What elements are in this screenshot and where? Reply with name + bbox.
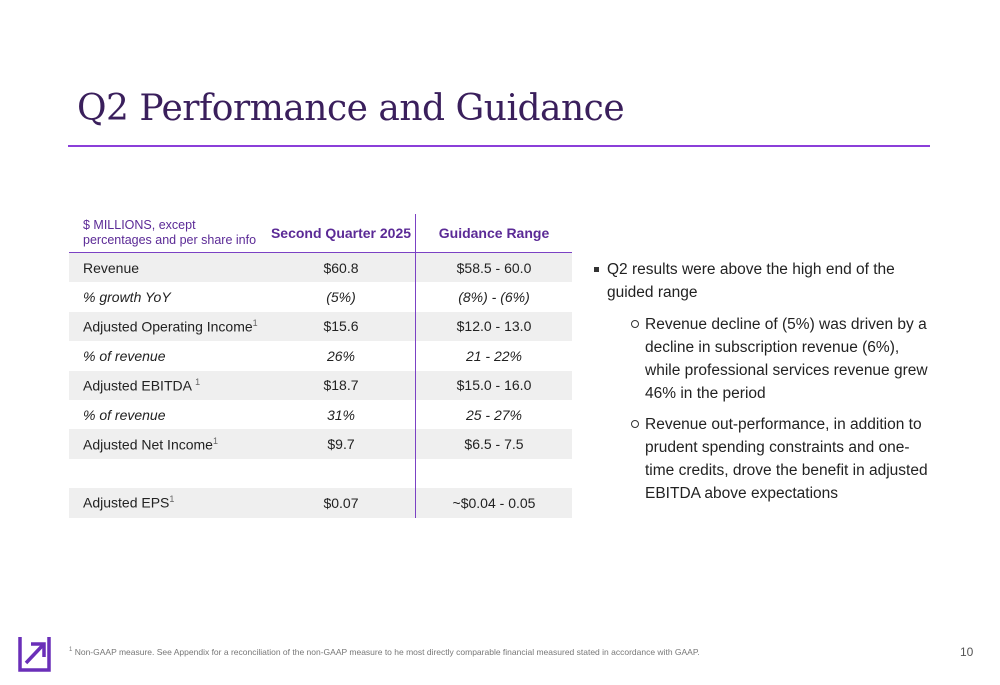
row-q2-value: $0.07 bbox=[267, 488, 416, 518]
arrow-up-right-logo-icon bbox=[18, 632, 52, 677]
row-label: Adjusted Net Income1 bbox=[69, 429, 267, 459]
row-label: % growth YoY bbox=[83, 289, 171, 306]
row-q2-value: $18.7 bbox=[267, 370, 416, 400]
table-row-ebitda-margin: % of revenue 31% 25 - 27% bbox=[69, 399, 572, 430]
table-row-growth: % growth YoY (5%) (8%) - (6%) bbox=[69, 282, 572, 312]
row-label: Adjusted Operating Income1 bbox=[69, 311, 267, 342]
row-guidance-value: ~$0.04 - 0.05 bbox=[415, 488, 572, 518]
footnote-marker: 1 bbox=[252, 318, 258, 329]
commentary-bullets: Q2 results were above the high end of th… bbox=[594, 258, 934, 513]
footnote: 1 Non-GAAP measure. See Appendix for a r… bbox=[69, 647, 700, 657]
table-row-adj-ebitda: Adjusted EBITDA 1 $18.7 $15.0 - 16.0 bbox=[69, 370, 572, 400]
circle-bullet-icon bbox=[631, 320, 639, 328]
table-row-adj-net-income: Adjusted Net Income1 $9.7 $6.5 - 7.5 bbox=[69, 429, 572, 459]
header-units-label: $ MILLIONS, except percentages and per s… bbox=[69, 214, 267, 253]
row-q2-value bbox=[267, 459, 416, 488]
performance-table: $ MILLIONS, except percentages and per s… bbox=[69, 214, 572, 518]
footnote-marker: 1 bbox=[212, 435, 218, 446]
row-q2-value: $60.8 bbox=[267, 252, 416, 283]
row-label: Adjusted EBITDA 1 bbox=[69, 370, 267, 400]
footnote-marker: 1 bbox=[169, 494, 175, 505]
title-divider bbox=[68, 145, 930, 147]
table-row-adj-eps: Adjusted EPS1 $0.07 ~$0.04 - 0.05 bbox=[69, 488, 572, 518]
row-label: % of revenue bbox=[83, 347, 166, 364]
slide-title: Q2 Performance and Guidance bbox=[77, 88, 625, 129]
row-q2-value: $15.6 bbox=[267, 311, 416, 342]
row-q2-value: (5%) bbox=[326, 289, 356, 306]
table-header-row: $ MILLIONS, except percentages and per s… bbox=[69, 214, 572, 253]
row-q2-value: 26% bbox=[326, 347, 356, 364]
bullet-sub-revenue-outperformance: Revenue out-performance, in addition to … bbox=[594, 413, 934, 505]
row-label bbox=[69, 459, 267, 488]
row-guidance-value: $58.5 - 60.0 bbox=[415, 252, 572, 283]
row-label: Adjusted EPS1 bbox=[69, 488, 267, 518]
row-guidance-value: $12.0 - 13.0 bbox=[415, 311, 572, 342]
row-guidance-value: (8%) - (6%) bbox=[415, 282, 572, 312]
table-row-operating-margin: % of revenue 26% 21 - 22% bbox=[69, 341, 572, 371]
bullet-sub-revenue-decline: Revenue decline of (5%) was driven by a … bbox=[594, 313, 934, 405]
row-guidance-value bbox=[415, 458, 572, 489]
row-guidance-value: 25 - 27% bbox=[415, 399, 572, 430]
header-guidance-range: Guidance Range bbox=[415, 214, 572, 253]
row-label: % of revenue bbox=[83, 406, 166, 423]
table-row-adj-operating-income: Adjusted Operating Income1 $15.6 $12.0 -… bbox=[69, 311, 572, 342]
page-number: 10 bbox=[960, 645, 974, 659]
header-second-quarter: Second Quarter 2025 bbox=[267, 214, 416, 253]
circle-bullet-icon bbox=[631, 420, 639, 428]
row-guidance-value: 21 - 22% bbox=[415, 341, 572, 371]
bullet-main: Q2 results were above the high end of th… bbox=[594, 258, 934, 304]
footnote-marker: 1 bbox=[195, 376, 201, 387]
square-bullet-icon bbox=[594, 267, 599, 272]
row-guidance-value: $15.0 - 16.0 bbox=[415, 370, 572, 400]
row-guidance-value: $6.5 - 7.5 bbox=[415, 429, 572, 459]
row-q2-value: $9.7 bbox=[267, 429, 416, 459]
row-q2-value: 31% bbox=[326, 406, 356, 423]
row-label: Revenue bbox=[69, 252, 267, 283]
footnote-marker: 1 bbox=[69, 647, 73, 654]
table-row-spacer bbox=[69, 458, 572, 489]
table-row-revenue: Revenue $60.8 $58.5 - 60.0 bbox=[69, 252, 572, 283]
